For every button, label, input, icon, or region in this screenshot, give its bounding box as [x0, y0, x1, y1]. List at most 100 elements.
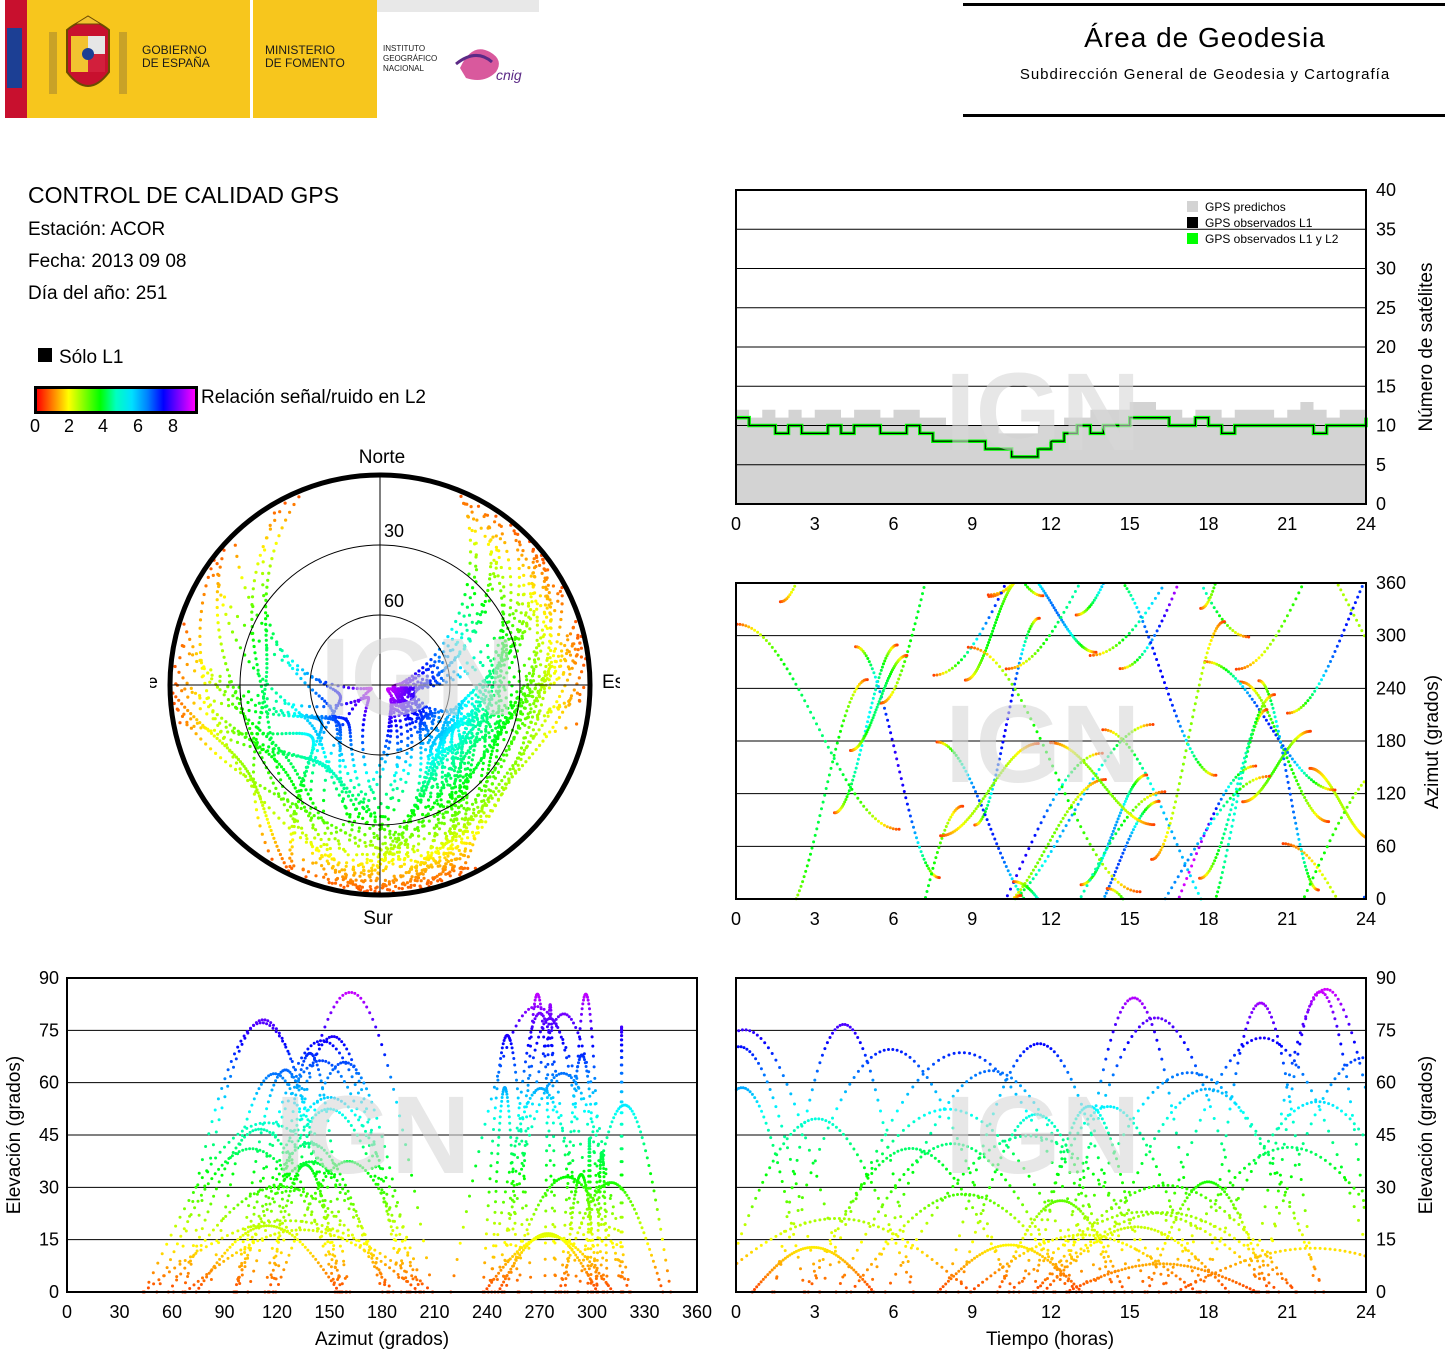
skyplot-point — [458, 666, 463, 670]
skyplot-point — [488, 572, 492, 577]
azimuth-point — [1024, 853, 1028, 857]
skyplot-point — [582, 663, 586, 667]
skyplot-point — [365, 889, 369, 893]
skyplot-point — [557, 715, 562, 719]
skyplot-point — [222, 548, 226, 552]
azimuth-point — [1101, 728, 1105, 732]
azimuth-point — [1253, 701, 1257, 704]
skyplot-point — [475, 732, 479, 736]
azimuth-point — [1118, 740, 1122, 744]
skyplot-point — [573, 661, 578, 665]
skyplot-point — [264, 617, 268, 621]
azimuth-point — [1301, 856, 1305, 860]
azimuth-point — [1160, 845, 1164, 849]
azimuth-point — [925, 890, 929, 893]
azimuth-point — [935, 673, 939, 677]
skyplot-point — [272, 652, 277, 657]
azimuth-point — [1039, 821, 1043, 825]
watermark: IGN — [945, 351, 1141, 474]
skyplot-point — [408, 678, 412, 682]
skyplot-point — [481, 685, 485, 689]
skyplot-point — [254, 741, 258, 745]
skyplot-point — [470, 528, 474, 533]
azimuth-point — [796, 893, 800, 897]
skyplot-point — [541, 641, 545, 645]
azimuth-point — [932, 673, 936, 677]
skyplot-point — [270, 857, 274, 861]
skyplot-point — [267, 806, 271, 810]
skyplot-point — [488, 756, 493, 760]
skyplot-point — [533, 699, 537, 703]
skyplot-point — [215, 605, 219, 610]
skyplot-chart: 30 60 Norte Sur Este Oeste IGN — [150, 447, 620, 929]
skyplot-point — [485, 705, 489, 709]
azimuth-point — [1008, 873, 1012, 877]
snr-tick-8: 8 — [168, 416, 179, 436]
azimuth-point — [1297, 847, 1301, 851]
skyplot-point — [334, 830, 339, 834]
skyplot-point — [481, 804, 485, 808]
skyplot-point — [544, 587, 548, 591]
azimuth-point — [1282, 757, 1286, 761]
azimuth-point — [1246, 766, 1250, 770]
skyplot-point — [217, 628, 221, 632]
skyplot-point — [209, 729, 213, 733]
y-tick-label: 20 — [1376, 337, 1396, 357]
azimuth-point — [997, 612, 1001, 616]
azimuth-point — [1008, 705, 1012, 709]
skyplot-point — [261, 743, 265, 747]
skyplot-point — [192, 701, 196, 705]
azimuth-point — [1131, 828, 1135, 832]
skyplot-point — [547, 678, 551, 682]
skyplot-point — [309, 797, 313, 801]
skyplot-point — [338, 770, 342, 774]
azimuth-point — [1063, 813, 1067, 817]
azimuth-point — [879, 668, 883, 672]
azimuth-point — [1302, 861, 1306, 864]
skyplot-point — [467, 817, 471, 821]
skyplot-point — [566, 638, 570, 642]
skyplot-point — [252, 666, 256, 670]
skyplot-point — [215, 562, 219, 566]
azimuth-point — [1224, 854, 1228, 858]
azimuth-point — [1201, 666, 1205, 670]
skyplot-point — [539, 636, 543, 640]
azimuth-point — [1333, 788, 1337, 792]
azimuth-point — [1304, 701, 1308, 705]
azimuth-point — [1100, 585, 1104, 589]
skyplot-point — [419, 681, 423, 685]
skyplot-point — [466, 700, 471, 704]
skyplot-point — [325, 701, 329, 706]
skyplot-point — [369, 839, 373, 843]
skyplot-point — [575, 722, 579, 726]
skyplot-point — [386, 817, 390, 821]
skyplot-point — [257, 639, 261, 643]
skyplot-point — [371, 790, 375, 794]
skyplot-point — [414, 708, 418, 712]
skyplot-point — [563, 643, 567, 648]
skyplot-point — [517, 557, 521, 561]
skyplot-point — [180, 689, 184, 693]
skyplot-point — [497, 661, 501, 665]
skyplot-point — [228, 723, 232, 727]
skyplot-point — [242, 623, 247, 627]
skyplot-point — [404, 826, 409, 830]
skyplot-point — [443, 831, 447, 835]
skyplot-point — [431, 857, 435, 861]
skyplot-point — [451, 847, 455, 851]
skyplot-point — [306, 792, 310, 796]
skyplot-point — [352, 786, 356, 790]
azimuth-point — [1119, 855, 1123, 859]
azimuth-point — [1256, 693, 1260, 697]
skyplot-point — [261, 803, 265, 807]
skyplot-point — [382, 750, 386, 754]
skyplot-point — [527, 725, 531, 729]
az-tracks — [735, 581, 1367, 901]
skyplot-point — [426, 798, 431, 802]
skyplot-point — [479, 730, 483, 734]
skyplot-point — [530, 600, 534, 604]
skyplot-point — [465, 722, 469, 726]
skyplot-point — [533, 686, 537, 690]
skyplot-point — [534, 732, 538, 736]
skyplot-point — [461, 791, 465, 796]
